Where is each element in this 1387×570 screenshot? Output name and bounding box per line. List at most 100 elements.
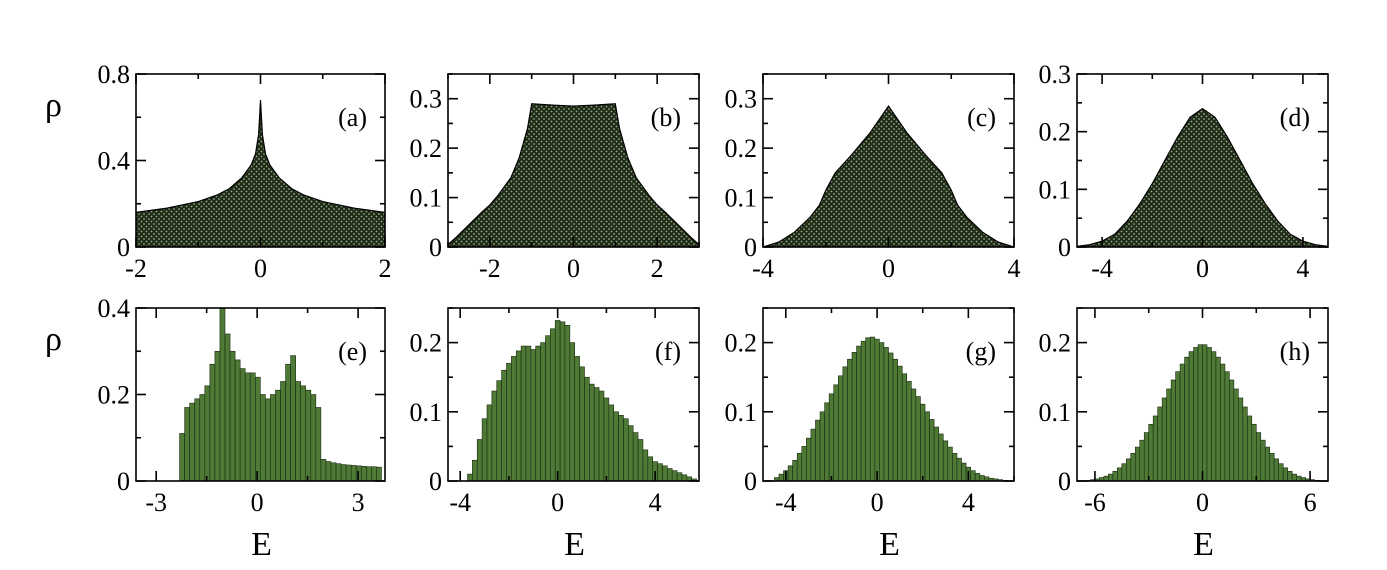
histogram-bar [819,411,825,481]
histogram-bar [676,472,683,481]
histogram-bar [234,359,241,481]
histogram-bar [632,432,639,481]
y-tick-label: 0 [1058,467,1071,496]
histogram-bar [1273,458,1279,481]
histogram-bar [1117,467,1123,481]
histogram-bar [1134,446,1141,481]
histogram-bar [305,389,312,481]
histogram-bar [929,419,935,481]
plot-area [448,103,699,247]
histogram-bar [525,345,532,481]
histogram-bar [511,356,517,481]
histogram-bar [550,328,556,481]
histogram-bar [219,308,226,481]
histogram-bar [828,393,835,481]
histogram-bar [947,446,953,481]
y-tick-label: 0.1 [410,398,443,427]
x-tick-label: -6 [1084,488,1106,517]
histogram-bar [837,375,844,481]
histogram-bar [1193,347,1199,481]
histogram-bar [280,381,286,481]
histogram-bar [1152,415,1158,481]
histogram-bar [260,394,266,481]
histogram-bar [1215,356,1221,481]
histogram-bar [589,383,595,481]
histogram-bar [310,394,317,481]
histogram-bar [865,337,871,481]
histogram-bar [1175,371,1181,481]
histogram-bar [1143,432,1150,481]
x-tick-label: 4 [1296,254,1309,283]
histogram-bar [608,404,615,481]
histogram-bar [598,390,605,481]
histogram-bar [901,373,908,481]
y-axis-label: ρ [45,321,62,358]
histogram-bar [657,463,663,481]
histogram-bar [179,433,185,481]
histogram-bar [214,350,221,481]
histogram-bar [249,372,256,481]
histogram-bar [335,463,342,481]
x-tick-label: -4 [775,488,797,517]
histogram-bar [970,470,976,481]
x-tick-label: -4 [449,488,471,517]
panel-d: -4 0 4 0 0.1 0.2 0.3 (d) [1039,60,1329,283]
histogram-bar [1112,471,1118,481]
y-tick-label: 0 [744,467,757,496]
histogram-bar [778,473,784,481]
y-tick-label: 0.2 [1039,118,1072,147]
histogram-bar [1269,453,1275,481]
histogram-bar [856,345,862,481]
histogram-bar [506,363,512,481]
histogram-bar [1157,406,1163,481]
histogram-bar [244,372,251,481]
histogram-bar [613,411,619,481]
histogram-bar [792,459,798,481]
panel-label: (d) [1280,103,1310,132]
y-tick-label: 0.2 [410,134,443,163]
histogram-bar [897,365,903,481]
histogram-bar [623,418,629,481]
x-tick-label: -4 [752,254,774,283]
histogram-bar [184,407,190,481]
x-tick-label: 0 [871,488,884,517]
histogram-bar [1139,439,1145,481]
histogram-bar [1161,397,1167,481]
plot-frame [447,307,700,482]
histogram-bar [1179,363,1185,481]
y-tick-label: 0.4 [98,147,131,176]
x-tick-label: 0 [551,488,564,517]
histogram-bar [847,358,853,481]
histogram-bar [874,338,880,481]
x-tick-label: 0 [882,254,895,283]
histogram-bar [1211,351,1217,481]
y-axis-label: ρ [45,87,62,124]
histogram-bar [593,387,600,481]
histogram-bar [806,437,812,481]
panel-c: -4 0 400.10.20.3(c) [725,73,1021,283]
histogram-bar [810,428,816,481]
histogram-bar [472,459,478,481]
histogram-bar [883,347,889,481]
x-tick-label: 2 [651,254,664,283]
plot-area [1077,107,1328,247]
y-tick-label: 0.3 [725,85,758,114]
panel-f: -4 0 400.10.2 (f)E [410,307,700,563]
x-tick-label: 2 [379,254,392,283]
plot-area [763,105,1014,247]
plot-area [467,320,697,481]
histogram-bar [1166,388,1172,481]
histogram-bar [194,398,201,481]
x-axis-label: E [1193,526,1214,563]
y-tick-label: 0.8 [98,60,131,89]
histogram-bar [515,350,522,481]
histogram-bar [1282,467,1288,481]
histogram-bar [979,475,985,481]
histogram-bar [879,342,885,481]
histogram-bar [376,466,382,481]
histogram-bar [833,384,839,481]
histogram-bar [275,389,281,481]
histogram-bar [491,390,498,481]
histogram-bar [671,470,678,481]
